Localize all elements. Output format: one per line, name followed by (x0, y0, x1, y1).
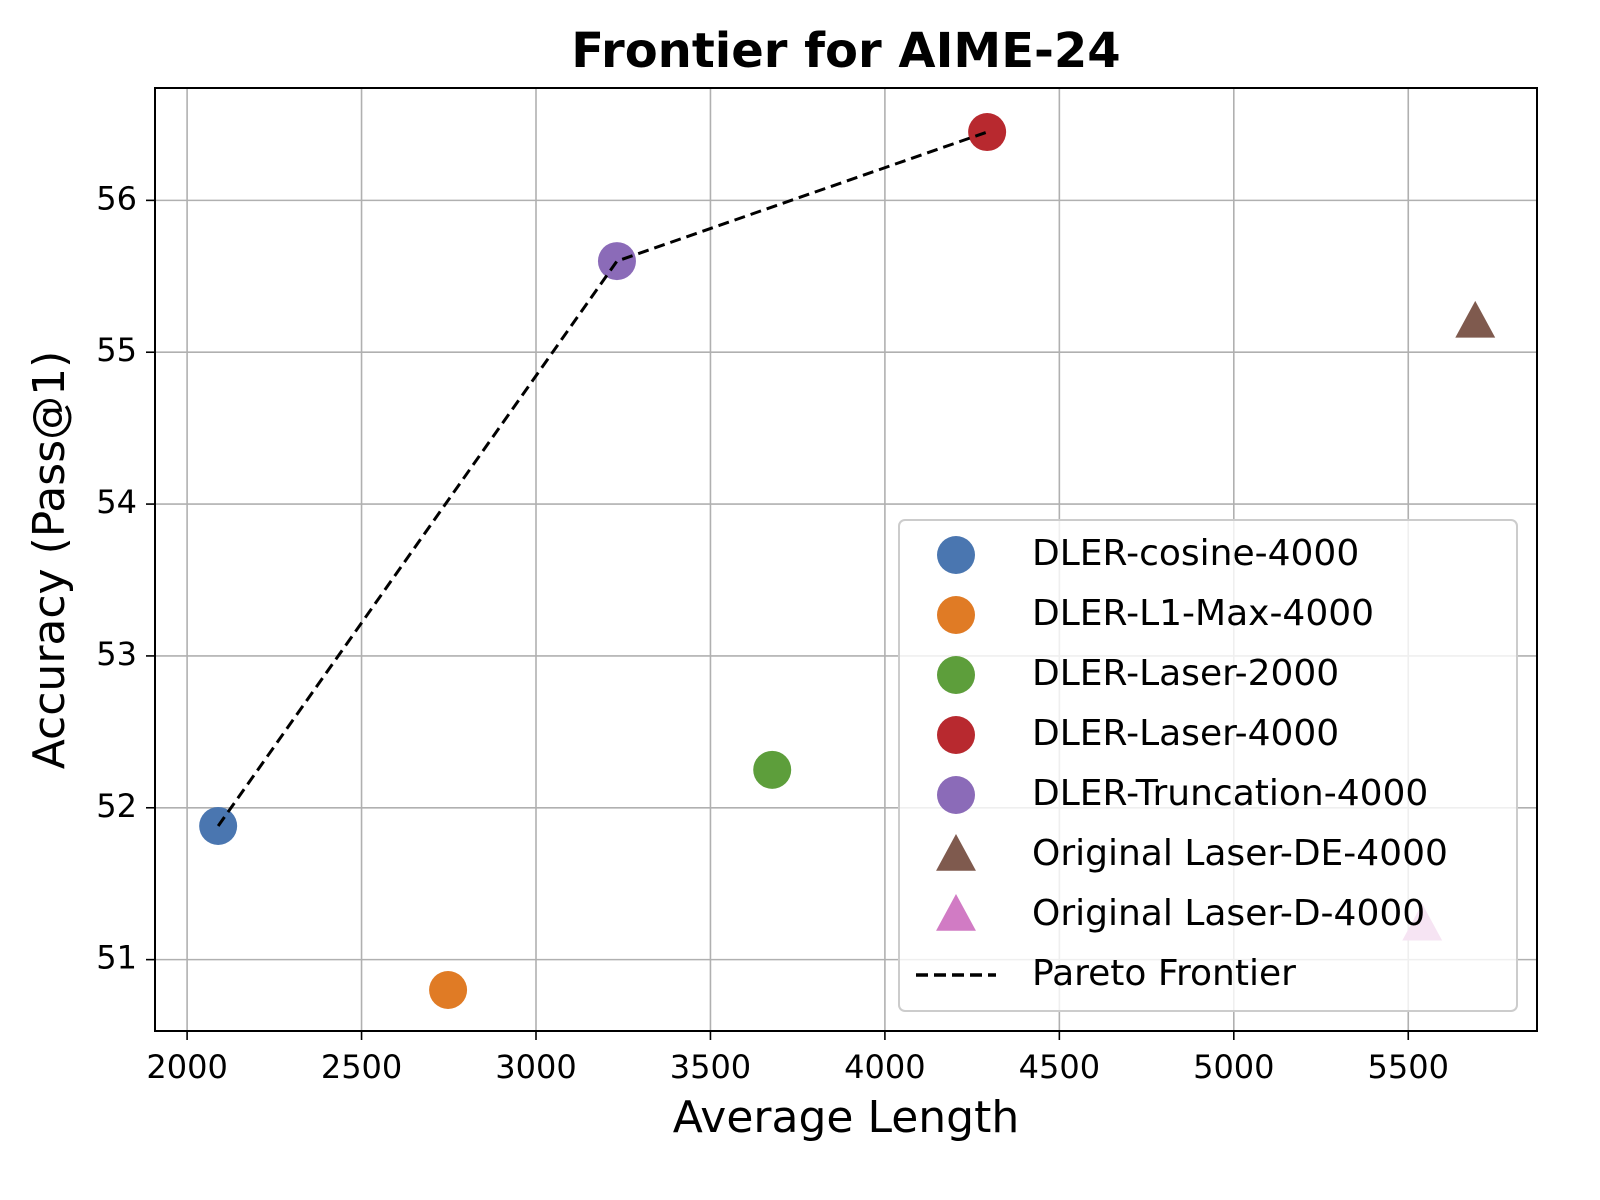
legend-marker (937, 536, 975, 574)
chart-title: Frontier for AIME-24 (571, 23, 1120, 79)
point (968, 113, 1007, 152)
y-tick-label: 53 (96, 635, 137, 673)
y-tick-label: 51 (96, 939, 137, 977)
legend-label: DLER-Truncation-4000 (1032, 773, 1428, 814)
legend: DLER-cosine-4000 DLER-L1-Max-4000 DLER-Las… (898, 519, 1518, 1012)
legend-label: DLER-Laser-2000 (1032, 653, 1339, 694)
x-tick-label: 2000 (146, 1048, 227, 1086)
x-axis-label: Average Length (673, 1092, 1019, 1143)
legend-label: DLER-cosine-4000 (1032, 533, 1359, 574)
legend-label: Original Laser-D-4000 (1032, 893, 1425, 934)
point (429, 971, 468, 1009)
legend-box (898, 519, 1518, 1012)
y-tick-label: 55 (96, 331, 137, 369)
legend-marker (936, 894, 976, 931)
legend-marker (937, 596, 975, 634)
point (1455, 300, 1496, 338)
legend-label: Original Laser-DE-4000 (1032, 833, 1448, 874)
legend-marker (937, 776, 975, 814)
point (597, 242, 636, 281)
x-tick-label: 3000 (495, 1048, 576, 1086)
legend-marker (937, 716, 975, 754)
point (753, 750, 792, 789)
plot-frame (154, 87, 1538, 1032)
legend-label: Pareto Frontier (1032, 953, 1296, 994)
legend-marker (936, 834, 976, 871)
x-tick-label: 4500 (1019, 1048, 1100, 1086)
legend-label: DLER-Laser-4000 (1032, 713, 1339, 754)
x-tick-label: 2500 (321, 1048, 402, 1086)
y-tick-label: 54 (96, 483, 137, 521)
x-tick-label: 5500 (1368, 1048, 1449, 1086)
y-axis-label: Accuracy (Pass@1) (24, 351, 75, 770)
y-tick-label: 56 (96, 179, 137, 217)
x-tick-label: 4000 (844, 1048, 925, 1086)
x-tick-label: 3500 (670, 1048, 751, 1086)
pareto-line (216, 130, 988, 827)
legend-label: DLER-L1-Max-4000 (1032, 593, 1374, 634)
y-tick-label: 52 (96, 787, 137, 825)
x-tick-label: 5000 (1193, 1048, 1274, 1086)
legend-marker (937, 656, 975, 694)
